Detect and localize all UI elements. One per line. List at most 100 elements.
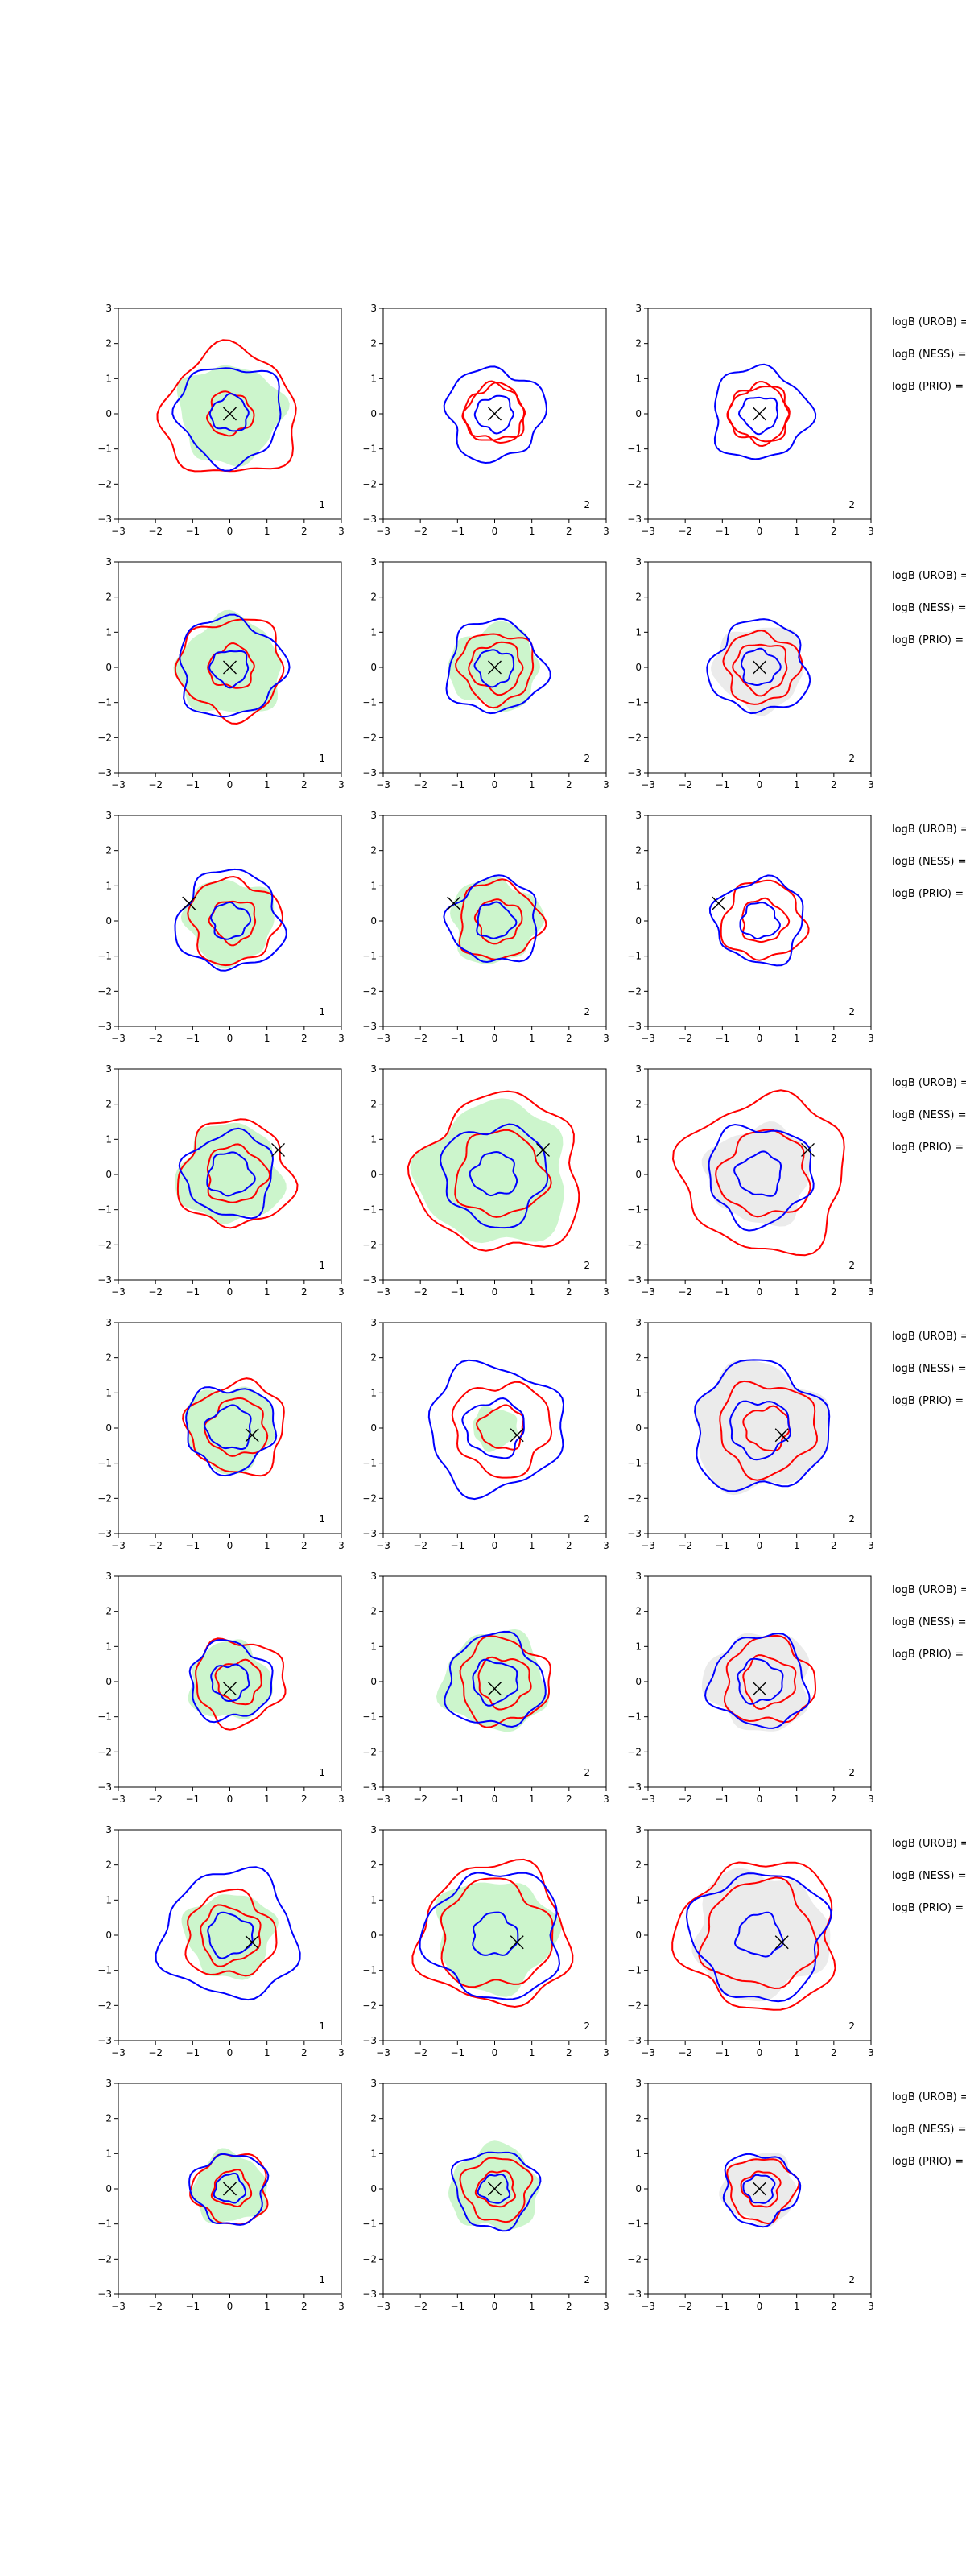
blue-contour <box>185 1386 278 1477</box>
x-tick-label: 3 <box>868 1794 874 1805</box>
blue-contour <box>203 1404 252 1450</box>
x-tick-label: −1 <box>185 779 200 791</box>
panel-r5-c1: −3−3 −2 −2 −1 −1 0 0 1 1 2 2 3 3 1 <box>97 1317 345 1551</box>
panel-r1-c1: −3−3 −2 −2 −1 −1 0 0 1 1 2 2 3 3 1 <box>97 303 345 537</box>
logb-label: logB (PRIO) = <box>892 2156 964 2168</box>
x-tick-label: −1 <box>715 2047 729 2058</box>
blue-contour <box>708 874 804 967</box>
x-tick-label: −2 <box>148 2301 163 2312</box>
panel-label: 1 <box>319 2274 325 2285</box>
y-tick-label: −2 <box>627 1746 642 1757</box>
y-tick-label: −2 <box>627 985 642 997</box>
y-tick-label: 2 <box>370 338 377 349</box>
y-tick-label: −2 <box>627 2253 642 2264</box>
axes-frame <box>647 815 872 1027</box>
y-tick-label: 2 <box>105 2113 112 2124</box>
x-tick-label: −1 <box>715 1794 729 1805</box>
y-tick-label: −2 <box>97 1492 112 1504</box>
y-tick-label: 3 <box>370 810 377 821</box>
true-value-marker <box>753 660 766 675</box>
x-tick-label: 2 <box>831 1794 837 1805</box>
x-tick-label: 0 <box>492 526 498 537</box>
x-tick-label: 3 <box>868 526 874 537</box>
x-tick-label: −2 <box>413 1540 427 1551</box>
y-tick-label: −1 <box>97 1965 112 1976</box>
y-tick-label: 0 <box>370 408 377 419</box>
y-tick-label: 3 <box>105 556 112 568</box>
x-tick-label: 0 <box>757 2047 763 2058</box>
blue-contour <box>445 617 551 715</box>
x-tick-label: 1 <box>794 1033 800 1044</box>
x-tick-label: −3 <box>641 526 655 537</box>
x-tick-label: 0 <box>227 2301 233 2312</box>
red-contour <box>671 1089 845 1257</box>
red-contour <box>459 2157 534 2223</box>
y-tick-label: 2 <box>635 1099 642 1110</box>
true-value-marker <box>510 1428 524 1443</box>
red-contour <box>720 879 810 961</box>
x-tick-label: −1 <box>450 779 464 791</box>
x-tick-label: −3 <box>111 526 126 537</box>
y-tick-label: 2 <box>635 1606 642 1617</box>
true-value-marker <box>536 1142 551 1157</box>
y-tick-label: 0 <box>105 915 112 927</box>
plot-area <box>706 618 811 716</box>
y-tick-label: 3 <box>635 556 642 568</box>
x-tick-label: 1 <box>794 1286 800 1298</box>
x-tick-label: 3 <box>338 1286 345 1298</box>
x-tick-label: −1 <box>715 779 729 791</box>
y-tick-label: 3 <box>370 1824 377 1835</box>
y-tick-label: −2 <box>97 2000 112 2011</box>
red-contour <box>451 1381 553 1479</box>
y-tick-label: 1 <box>370 373 377 384</box>
y-tick-label: −2 <box>97 1239 112 1250</box>
true-value-marker <box>774 1428 789 1443</box>
red-contour <box>200 1904 262 1967</box>
true-value-marker <box>801 1142 815 1157</box>
y-tick-label: 1 <box>105 626 112 638</box>
blue-contour <box>206 1151 256 1197</box>
x-tick-label: −2 <box>148 526 163 537</box>
panel-label: 2 <box>584 499 590 510</box>
y-tick-label: 0 <box>370 662 377 673</box>
blue-contour <box>419 1872 561 2000</box>
x-tick-label: 3 <box>603 1794 609 1805</box>
blue-contour <box>740 647 782 686</box>
red-contour <box>473 898 523 945</box>
x-tick-label: −1 <box>185 1286 200 1298</box>
logb-label: logB (PRIO) = <box>892 888 964 900</box>
x-tick-label: −2 <box>413 1033 427 1044</box>
x-tick-label: 0 <box>757 526 763 537</box>
plot-area <box>188 2148 270 2226</box>
x-tick-label: 2 <box>831 526 837 537</box>
x-tick-label: −1 <box>185 2047 200 2058</box>
x-tick-label: 2 <box>301 1033 308 1044</box>
true-value-marker <box>223 407 237 421</box>
x-tick-label: −2 <box>678 2047 692 2058</box>
density-fill <box>436 1629 549 1732</box>
true-value-marker <box>488 660 502 675</box>
panel-label: 2 <box>848 2274 855 2285</box>
blue-contour <box>461 1397 525 1459</box>
blue-contour <box>210 901 252 940</box>
y-tick-label: 1 <box>635 1133 642 1145</box>
y-tick-label: −3 <box>97 2289 112 2300</box>
true-value-marker <box>753 407 766 421</box>
x-tick-label: 1 <box>794 1540 800 1551</box>
red-contour <box>742 1654 797 1711</box>
y-tick-label: 0 <box>105 1676 112 1687</box>
y-tick-label: −3 <box>362 1021 377 1032</box>
y-tick-label: −2 <box>97 2253 112 2264</box>
blue-contour <box>472 1658 519 1707</box>
panel-label: 2 <box>584 2021 590 2032</box>
y-tick-label: 0 <box>635 2183 642 2194</box>
y-tick-label: 1 <box>370 1133 377 1145</box>
x-tick-label: −2 <box>678 526 692 537</box>
panel-r2-c2: −3−3 −2 −2 −1 −1 0 0 1 1 2 2 3 3 2 <box>362 556 609 791</box>
y-tick-label: 3 <box>370 1571 377 1582</box>
logb-label: logB (PRIO) = <box>892 381 964 393</box>
blue-contour <box>472 1911 519 1956</box>
y-tick-label: −3 <box>97 1274 112 1286</box>
y-tick-label: 0 <box>370 915 377 927</box>
red-contour <box>210 2169 253 2208</box>
